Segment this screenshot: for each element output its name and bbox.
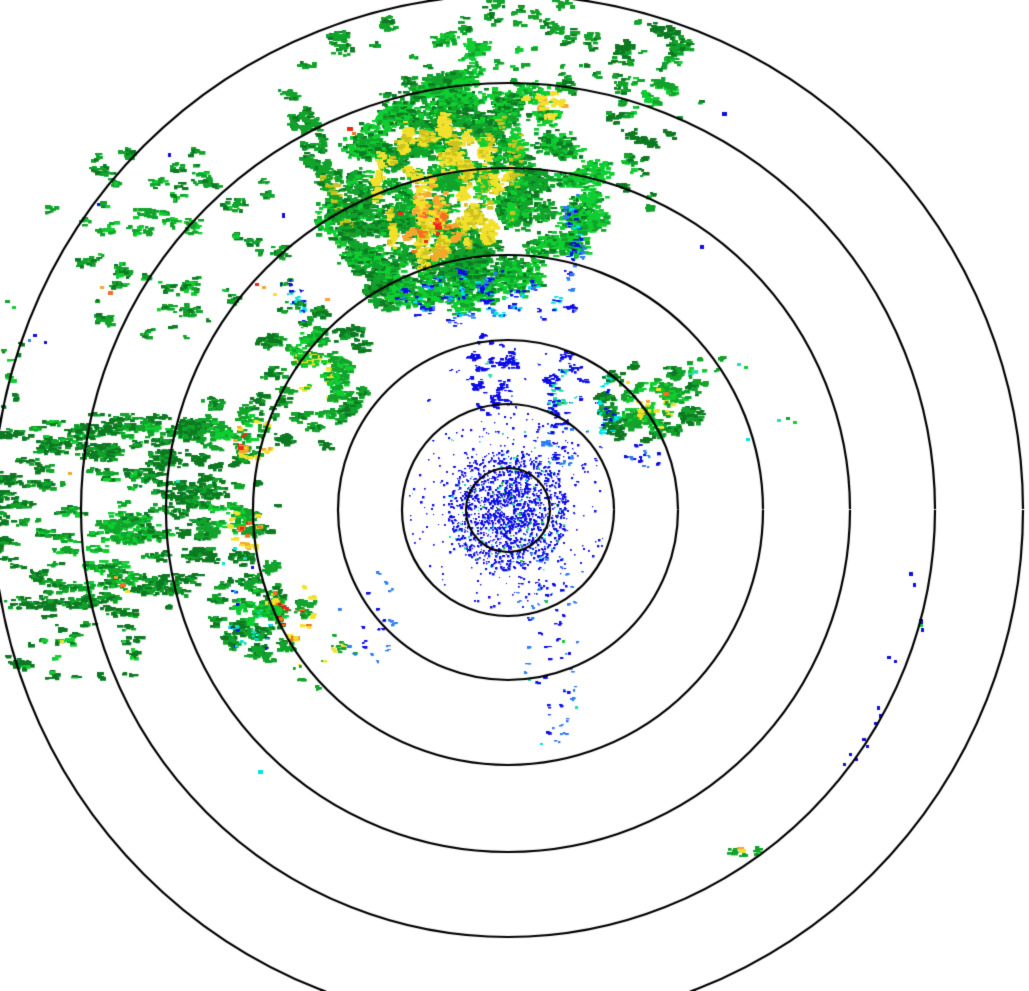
radar-canvas (0, 0, 1029, 991)
radar-display (0, 0, 1029, 991)
